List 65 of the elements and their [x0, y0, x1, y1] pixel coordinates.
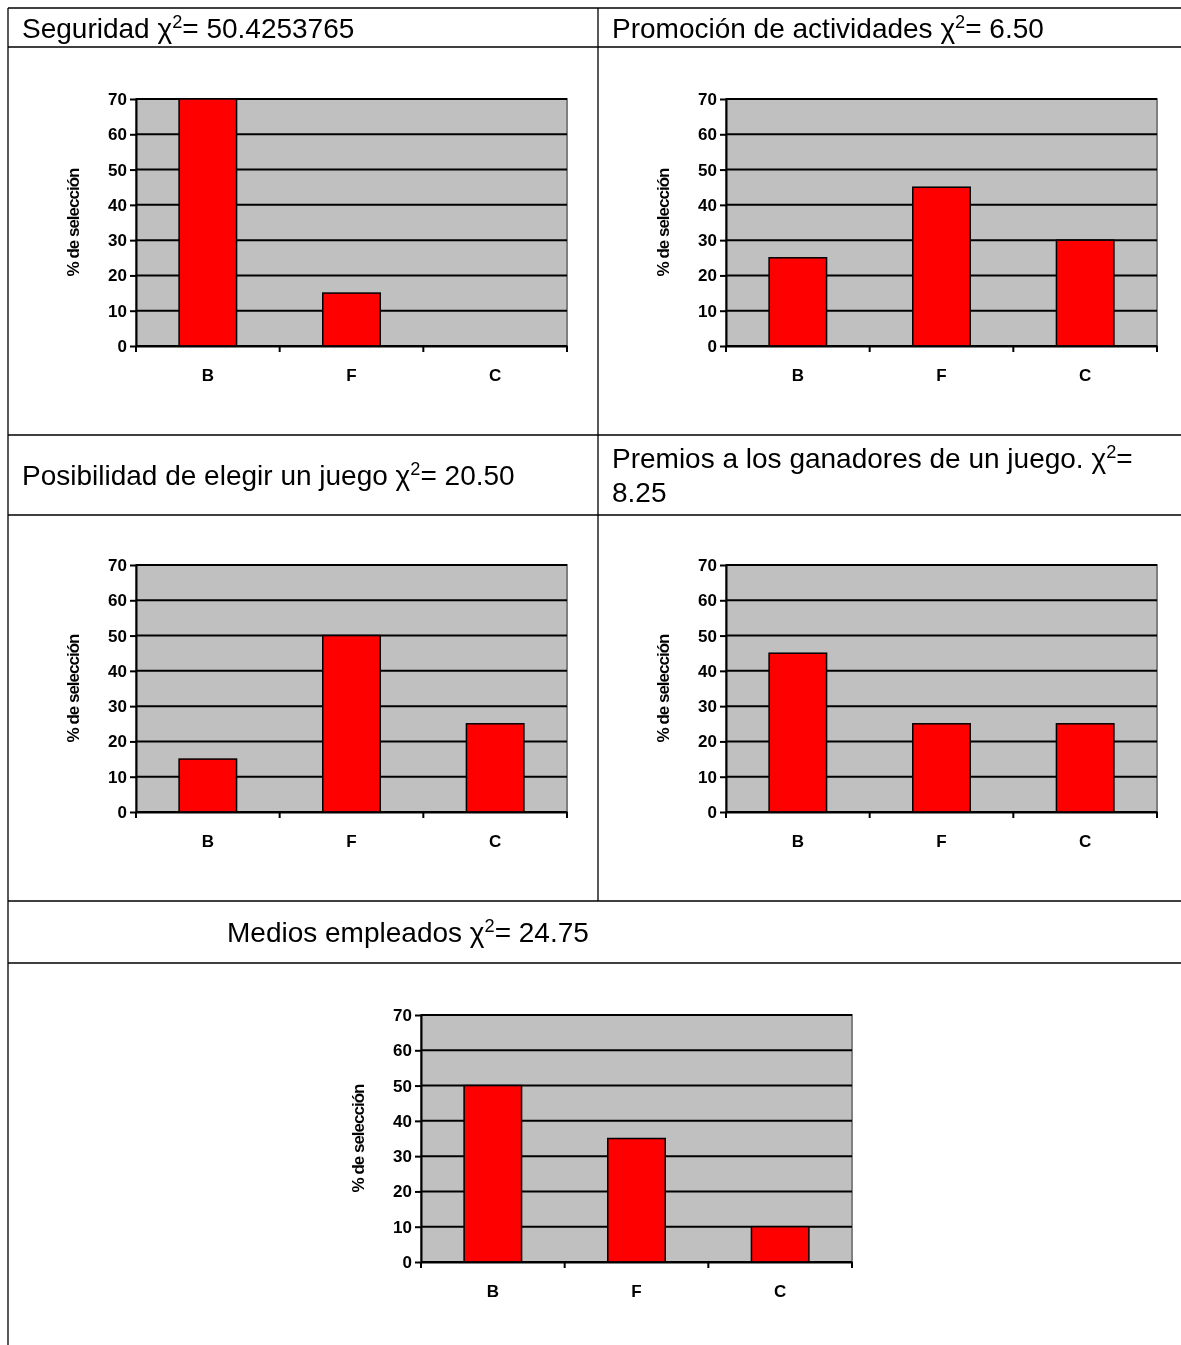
x-tick-label: C: [489, 366, 502, 386]
x-tick-label: F: [346, 832, 357, 852]
y-tick-label: 60: [698, 125, 717, 145]
x-tick-label: F: [936, 832, 947, 852]
chart-title: Seguridad χ$^{2}$= 50.4253765: [22, 11, 355, 44]
y-tick-label: 10: [108, 767, 127, 787]
y-tick-label: 10: [393, 1217, 412, 1237]
chart-title: Promoción de actividades χ$^{2}$= 6.50: [612, 11, 1044, 44]
x-tick-label: B: [791, 832, 804, 852]
x-tick-label: B: [791, 366, 804, 386]
y-tick-label: 70: [698, 89, 717, 109]
y-axis-title: % de selección: [654, 167, 673, 277]
y-tick-label: 30: [108, 697, 127, 717]
y-tick-label: 10: [108, 301, 127, 321]
y-tick-label: 0: [117, 336, 127, 356]
x-tick-label: F: [346, 366, 357, 386]
y-tick-label: 70: [698, 555, 717, 575]
y-tick-label: 0: [707, 336, 717, 356]
y-tick-label: 40: [393, 1111, 412, 1131]
y-axis-title: % de selección: [64, 633, 83, 743]
y-tick-label: 50: [108, 626, 127, 646]
y-tick-label: 40: [698, 661, 717, 681]
x-tick-label: F: [936, 366, 947, 386]
y-tick-label: 40: [108, 195, 127, 215]
y-tick-label: 30: [698, 697, 717, 717]
x-tick-label: C: [1079, 366, 1092, 386]
y-tick-label: 60: [393, 1041, 412, 1061]
y-axis-title: % de selección: [349, 1083, 368, 1193]
y-tick-label: 60: [108, 591, 127, 611]
y-tick-label: 0: [402, 1252, 412, 1272]
y-tick-label: 50: [698, 160, 717, 180]
y-tick-label: 40: [698, 195, 717, 215]
y-tick-label: 20: [698, 266, 717, 286]
y-tick-label: 60: [108, 125, 127, 145]
y-tick-label: 10: [698, 767, 717, 787]
y-tick-label: 70: [108, 555, 127, 575]
y-tick-label: 30: [108, 231, 127, 251]
y-tick-label: 0: [117, 802, 127, 822]
y-tick-label: 70: [393, 1005, 412, 1025]
y-tick-label: 50: [698, 626, 717, 646]
chart-title: Posibilidad de elegir un juego χ$^{2}$= 20.50: [22, 459, 515, 491]
x-tick-label: C: [1079, 832, 1092, 852]
y-tick-label: 50: [393, 1076, 412, 1096]
x-tick-label: F: [631, 1282, 642, 1302]
x-tick-label: B: [201, 366, 214, 386]
chart-title: Medios empleados χ$^{2}$= 24.75: [227, 916, 589, 948]
x-tick-label: C: [774, 1282, 787, 1302]
y-tick-label: 20: [108, 266, 127, 286]
y-axis-title: % de selección: [654, 633, 673, 743]
y-tick-label: 10: [698, 301, 717, 321]
y-tick-label: 40: [108, 661, 127, 681]
chart-title: Premios a los ganadores de un juego. χ$^{2}$= 8.25: [612, 442, 1133, 508]
y-tick-label: 60: [698, 591, 717, 611]
y-tick-label: 70: [108, 89, 127, 109]
y-tick-label: 20: [393, 1182, 412, 1202]
x-tick-label: B: [486, 1282, 499, 1302]
y-tick-label: 30: [698, 231, 717, 251]
y-tick-label: 50: [108, 160, 127, 180]
x-tick-label: B: [201, 832, 214, 852]
y-tick-label: 30: [393, 1147, 412, 1167]
y-tick-label: 0: [707, 802, 717, 822]
y-tick-label: 20: [698, 732, 717, 752]
y-axis-title: % de selección: [64, 167, 83, 277]
y-tick-label: 20: [108, 732, 127, 752]
x-tick-label: C: [489, 832, 502, 852]
